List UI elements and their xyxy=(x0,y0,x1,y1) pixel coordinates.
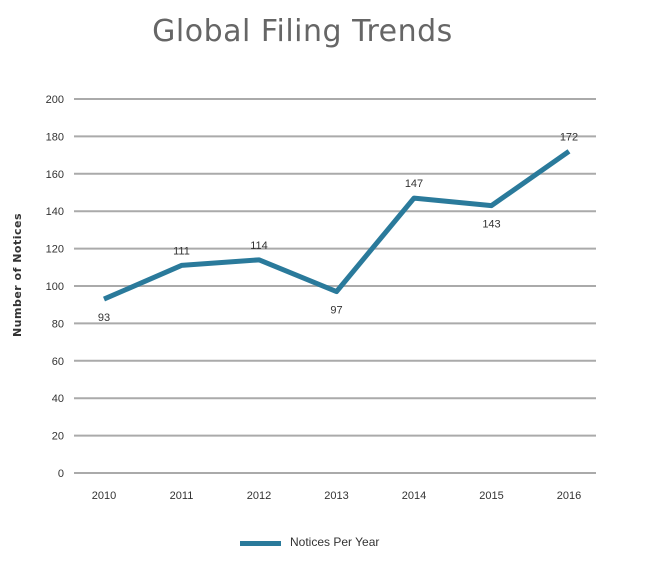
x-tick-label: 2012 xyxy=(247,490,271,502)
y-tick-label: 100 xyxy=(46,281,64,293)
data-labels: 93 111 114 97 147 143 172 xyxy=(98,131,578,324)
x-tick-label: 2013 xyxy=(324,490,348,502)
series-line xyxy=(103,149,571,302)
legend: Notices Per Year xyxy=(0,535,655,553)
data-label: 93 xyxy=(98,312,110,324)
y-axis-title: Number of Notices xyxy=(11,213,24,337)
y-tick-label: 180 xyxy=(46,131,64,143)
y-tick-label: 40 xyxy=(52,393,64,405)
y-axis-ticks: 0 20 40 60 80 100 120 140 160 180 200 xyxy=(46,94,64,480)
y-tick-label: 120 xyxy=(46,244,64,256)
series-lines xyxy=(103,149,571,302)
x-tick-label: 2010 xyxy=(92,490,116,502)
data-label: 147 xyxy=(405,178,423,190)
x-tick-label: 2014 xyxy=(402,490,426,502)
y-tick-label: 20 xyxy=(52,431,64,443)
chart-title: Global Filing Trends xyxy=(152,14,453,49)
data-label: 143 xyxy=(482,219,500,231)
x-tick-label: 2016 xyxy=(557,490,581,502)
y-tick-label: 0 xyxy=(58,468,64,480)
y-tick-label: 200 xyxy=(46,94,64,106)
y-tick-label: 140 xyxy=(46,206,64,218)
legend-label: Notices Per Year xyxy=(290,535,380,549)
gridlines xyxy=(74,98,596,474)
y-tick-label: 60 xyxy=(52,356,64,368)
x-axis-ticks: 2010 2011 2012 2013 2014 2015 2016 xyxy=(92,490,581,502)
legend-swatch xyxy=(240,541,281,546)
data-label: 111 xyxy=(173,245,190,257)
data-label: 114 xyxy=(250,240,268,252)
y-tick-label: 80 xyxy=(52,318,64,330)
data-label: 97 xyxy=(330,305,342,317)
x-tick-label: 2011 xyxy=(170,490,194,502)
y-tick-label: 160 xyxy=(46,169,64,181)
data-label: 172 xyxy=(560,131,578,143)
x-tick-label: 2015 xyxy=(479,490,503,502)
